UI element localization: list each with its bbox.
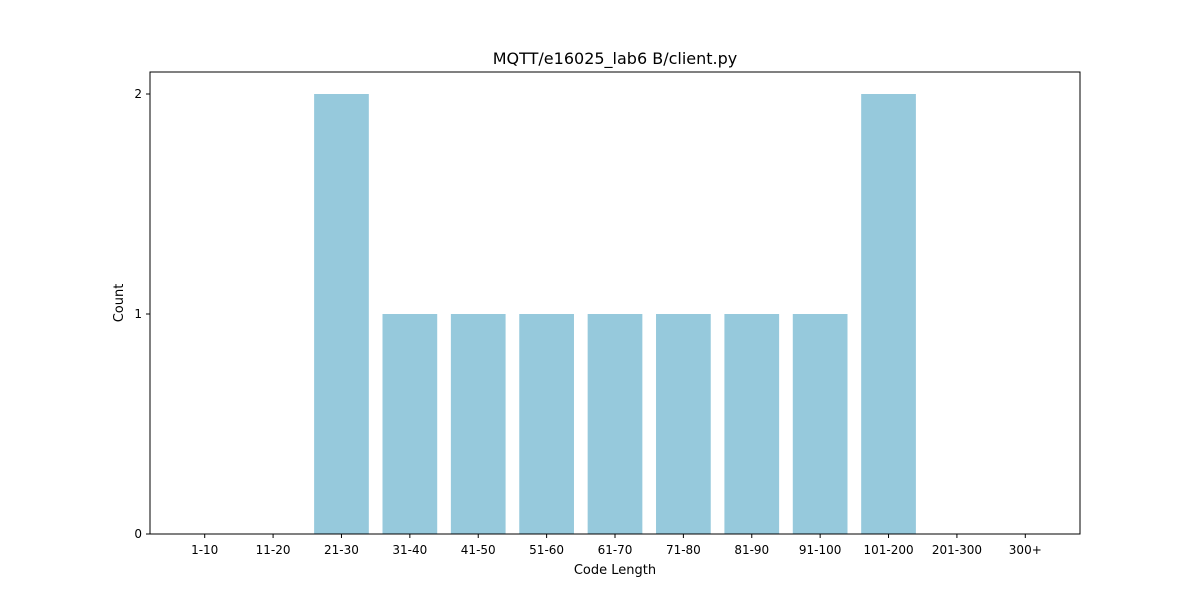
- x-tick-label: 21-30: [324, 543, 359, 557]
- x-tick-label: 41-50: [461, 543, 496, 557]
- bars-group: [314, 94, 916, 534]
- y-tick-label: 0: [134, 527, 142, 541]
- x-tick-label: 300+: [1009, 543, 1042, 557]
- x-tick-label: 11-20: [256, 543, 291, 557]
- x-tick-label: 101-200: [863, 543, 913, 557]
- chart-title: MQTT/e16025_lab6 B/client.py: [493, 49, 738, 69]
- y-tick-label: 2: [134, 87, 142, 101]
- x-axis-ticks: 1-10 11-20 21-30 31-40 41-50 51-60 61-70 71-80 8…: [191, 534, 1042, 557]
- x-tick-label: 31-40: [392, 543, 427, 557]
- bar-81-90: [724, 314, 780, 534]
- x-tick-label: 91-100: [799, 543, 842, 557]
- y-tick-label: 1: [134, 307, 142, 321]
- x-tick-label: 1-10: [191, 543, 218, 557]
- bar-21-30: [314, 94, 369, 534]
- bar-91-100: [792, 314, 848, 534]
- bar-61-70: [587, 314, 643, 534]
- x-axis-label: Code Length: [574, 563, 656, 578]
- y-axis-label: Count: [112, 284, 127, 323]
- x-tick-label: 61-70: [598, 543, 633, 557]
- x-tick-label: 71-80: [666, 543, 701, 557]
- x-tick-label: 81-90: [734, 543, 769, 557]
- x-tick-label: 201-300: [932, 543, 982, 557]
- bar-31-40: [382, 314, 438, 534]
- bar-51-60: [519, 314, 574, 534]
- y-axis-ticks: 0 1 2: [134, 87, 150, 541]
- bar-101-200: [861, 94, 916, 534]
- bar-71-80: [656, 314, 711, 534]
- bar-41-50: [450, 314, 506, 534]
- x-tick-label: 51-60: [529, 543, 564, 557]
